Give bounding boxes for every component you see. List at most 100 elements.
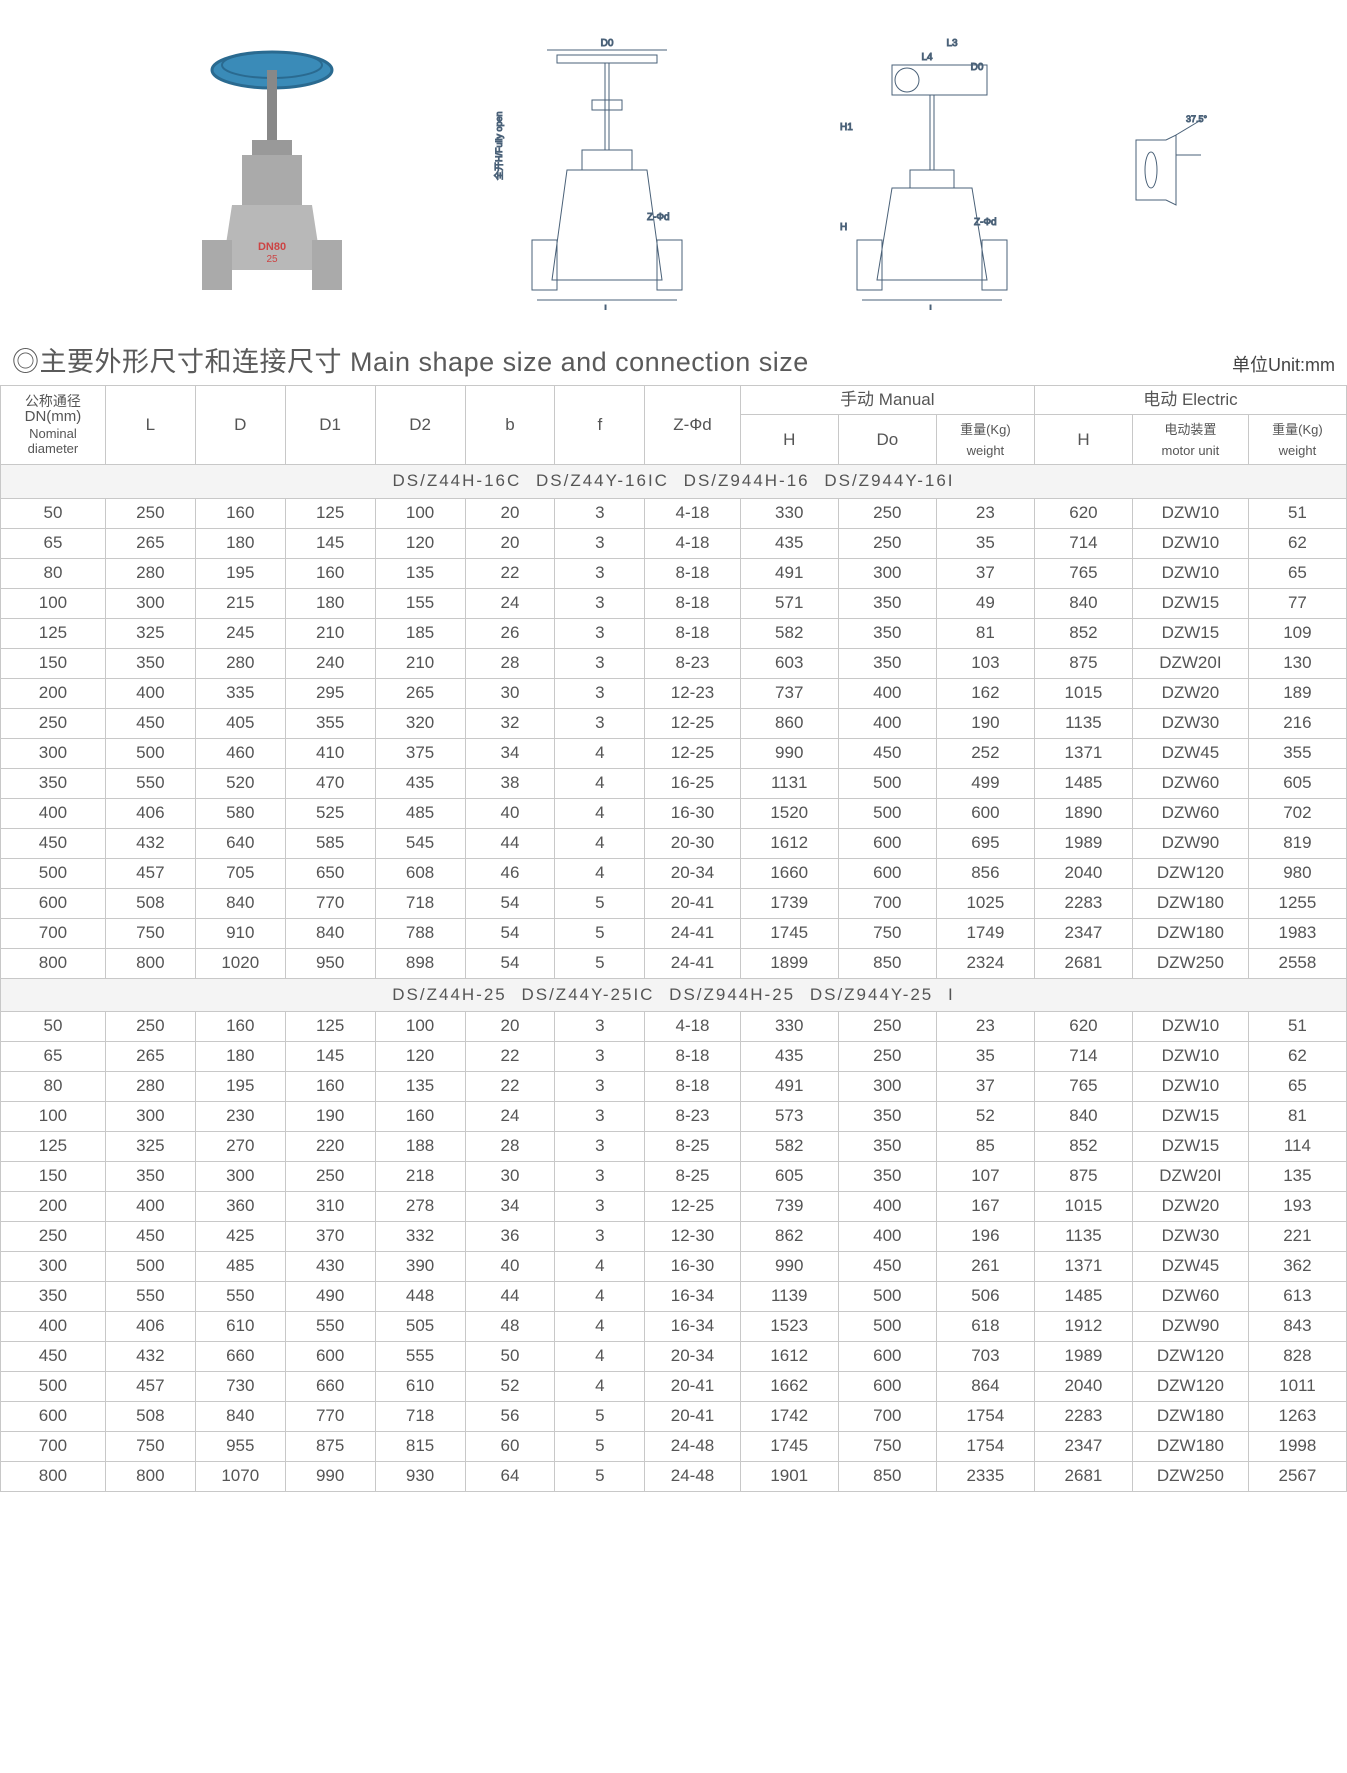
table-row: 50045773066061052420-4116626008642040DZW… (1, 1371, 1347, 1401)
table-cell: 180 (195, 528, 285, 558)
th-D: D (195, 386, 285, 465)
table-cell: 3 (555, 708, 645, 738)
unit-label: 单位Unit:mm (1232, 351, 1335, 377)
table-cell: 62 (1248, 528, 1346, 558)
table-cell: 20 (465, 498, 555, 528)
table-cell: 620 (1034, 1011, 1132, 1041)
table-cell: 20-34 (645, 1341, 740, 1371)
table-cell: 485 (195, 1251, 285, 1281)
table-cell: 49 (936, 588, 1034, 618)
table-cell: 20-34 (645, 858, 740, 888)
table-cell: 1263 (1248, 1401, 1346, 1431)
table-row: 45043266060055550420-3416126007031989DZW… (1, 1341, 1347, 1371)
table-cell: 1754 (936, 1431, 1034, 1461)
table-cell: 145 (285, 1041, 375, 1071)
table-cell: 2558 (1248, 948, 1346, 978)
th-D1: D1 (285, 386, 375, 465)
title-marker: ◎ (12, 347, 40, 377)
table-cell: 840 (1034, 1101, 1132, 1131)
table-cell: 23 (936, 498, 1034, 528)
table-cell: 400 (1, 1311, 106, 1341)
table-cell: 1983 (1248, 918, 1346, 948)
table-cell: 1135 (1034, 708, 1132, 738)
table-cell: 300 (105, 588, 195, 618)
table-cell: DZW10 (1133, 498, 1249, 528)
table-cell: 737 (740, 678, 838, 708)
table-cell: 3 (555, 678, 645, 708)
table-cell: 600 (838, 1371, 936, 1401)
table-cell: 718 (375, 888, 465, 918)
table-row: 45043264058554544420-3016126006951989DZW… (1, 828, 1347, 858)
table-cell: 603 (740, 648, 838, 678)
table-cell: 80 (1, 1071, 106, 1101)
table-row: 30050046041037534412-259904502521371DZW4… (1, 738, 1347, 768)
table-cell: 215 (195, 588, 285, 618)
table-cell: 600 (838, 858, 936, 888)
table-cell: 702 (1248, 798, 1346, 828)
table-cell: 200 (1, 1191, 106, 1221)
table-cell: 450 (1, 1341, 106, 1371)
table-cell: 350 (105, 648, 195, 678)
table-cell: 360 (195, 1191, 285, 1221)
table-cell: 600 (838, 828, 936, 858)
table-cell: 4 (555, 1311, 645, 1341)
table-cell: 400 (838, 678, 936, 708)
table-cell: 77 (1248, 588, 1346, 618)
title-en: Main shape size and connection size (350, 347, 809, 377)
table-cell: 852 (1034, 618, 1132, 648)
table-cell: 2040 (1034, 1371, 1132, 1401)
table-cell: 400 (838, 1221, 936, 1251)
table-cell: 457 (105, 1371, 195, 1401)
table-cell: 189 (1248, 678, 1346, 708)
table-row: 60050884077071854520-41173970010252283DZ… (1, 888, 1347, 918)
table-cell: 28 (465, 1131, 555, 1161)
table-cell: 840 (285, 918, 375, 948)
table-cell: DZW180 (1133, 918, 1249, 948)
table-cell: 1139 (740, 1281, 838, 1311)
table-cell: 400 (105, 1191, 195, 1221)
table-cell: 400 (838, 708, 936, 738)
table-cell: 20 (465, 1011, 555, 1041)
table-cell: 750 (838, 918, 936, 948)
table-cell: 1662 (740, 1371, 838, 1401)
table-cell: 24-48 (645, 1431, 740, 1461)
table-row: 40040661055050548416-3415235006181912DZW… (1, 1311, 1347, 1341)
table-cell: 2335 (936, 1461, 1034, 1491)
table-cell: 1020 (195, 948, 285, 978)
table-cell: 252 (936, 738, 1034, 768)
table-cell: 2283 (1034, 1401, 1132, 1431)
table-cell: 3 (555, 1131, 645, 1161)
table-cell: 145 (285, 528, 375, 558)
table-cell: 8-18 (645, 1071, 740, 1101)
table-row: 35055052047043538416-2511315004991485DZW… (1, 768, 1347, 798)
table-cell: 2567 (1248, 1461, 1346, 1491)
table-cell: 52 (936, 1101, 1034, 1131)
table-cell: 160 (375, 1101, 465, 1131)
table-cell: DZW45 (1133, 1251, 1249, 1281)
table-cell: 390 (375, 1251, 465, 1281)
table-cell: 300 (105, 1101, 195, 1131)
table-cell: 450 (838, 1251, 936, 1281)
svg-text:L3: L3 (947, 38, 959, 49)
table-cell: 600 (936, 798, 1034, 828)
table-cell: 270 (195, 1131, 285, 1161)
th-elec-weight: 重量(Kg) weight (1248, 415, 1346, 465)
table-cell: 1011 (1248, 1371, 1346, 1401)
table-cell: 3 (555, 648, 645, 678)
table-cell: 555 (375, 1341, 465, 1371)
table-cell: 325 (105, 1131, 195, 1161)
th-manual-H: H (740, 415, 838, 465)
table-cell: 4-18 (645, 528, 740, 558)
table-cell: DZW60 (1133, 798, 1249, 828)
table-cell: 160 (285, 558, 375, 588)
table-cell: 28 (465, 648, 555, 678)
svg-text:L: L (929, 304, 935, 310)
table-cell: 582 (740, 1131, 838, 1161)
table-cell: 22 (465, 1041, 555, 1071)
table-body: DS/Z44H-16C DS/Z44Y-16IC DS/Z944H-16 DS/… (1, 465, 1347, 1492)
table-row: 1503503002502183038-25605350107875DZW20I… (1, 1161, 1347, 1191)
table-row: 60050884077071856520-41174270017542283DZ… (1, 1401, 1347, 1431)
table-cell: 100 (375, 1011, 465, 1041)
table-row: 800800102095089854524-41189985023242681D… (1, 948, 1347, 978)
svg-text:25: 25 (267, 254, 279, 265)
